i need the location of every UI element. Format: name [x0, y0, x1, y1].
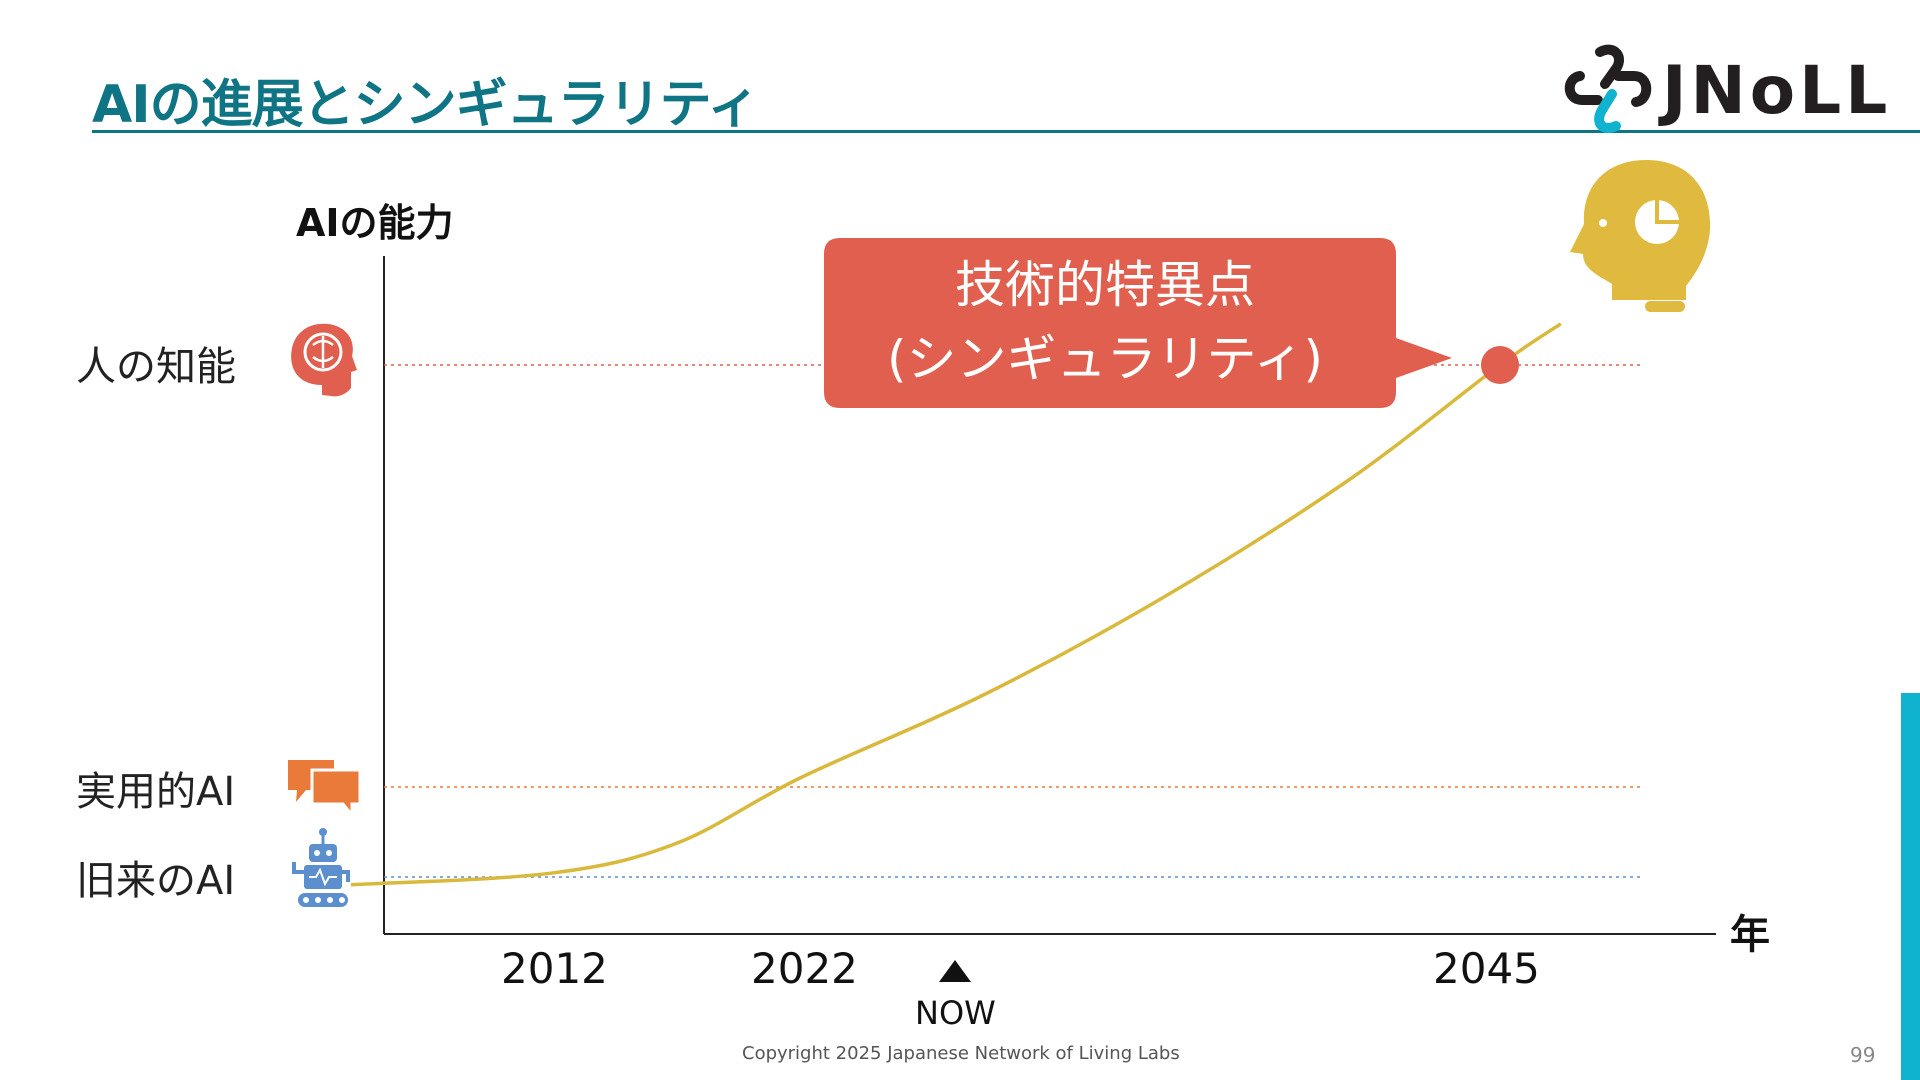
robot-icon [292, 828, 350, 907]
human-brain-icon [291, 323, 357, 397]
page-title: AIの進展とシンギュラリティ [92, 75, 759, 135]
x-tick-2012: 2012 [501, 944, 608, 993]
now-marker-icon [939, 960, 971, 982]
singularity-callout [824, 238, 1452, 408]
ai-growth-curve [350, 322, 1562, 887]
x-tick-2022: 2022 [751, 944, 858, 993]
callout-line-1: 技術的特異点 [955, 256, 1255, 314]
ai-head-icon [1570, 160, 1711, 312]
now-label: NOW [915, 994, 996, 1032]
singularity-point [1481, 346, 1519, 384]
level-label-practical-ai: 実用的AI [76, 769, 236, 815]
title-underline [92, 130, 1920, 133]
copyright-text: Copyright 2025 Japanese Network of Livin… [742, 1043, 1180, 1064]
chat-bubbles-icon [288, 760, 362, 820]
x-tick-2045: 2045 [1433, 944, 1540, 993]
level-label-legacy-ai: 旧来のAI [76, 858, 236, 904]
page-number: 99 [1850, 1043, 1876, 1067]
jnoll-logo: JNoLL [1560, 44, 1887, 138]
callout-line-2: (シンギュラリティ) [886, 330, 1323, 388]
callout-text: 技術的特異点 (シンギュラリティ) [825, 248, 1385, 396]
link-logo-icon [1564, 44, 1652, 133]
logo-wordmark: JNoLL [1662, 52, 1892, 129]
level-label-human: 人の知能 [76, 344, 236, 390]
x-axis-title: 年 [1730, 912, 1770, 958]
side-accent-bar [1901, 693, 1920, 1080]
y-axis-title: AIの能力 [296, 201, 454, 245]
